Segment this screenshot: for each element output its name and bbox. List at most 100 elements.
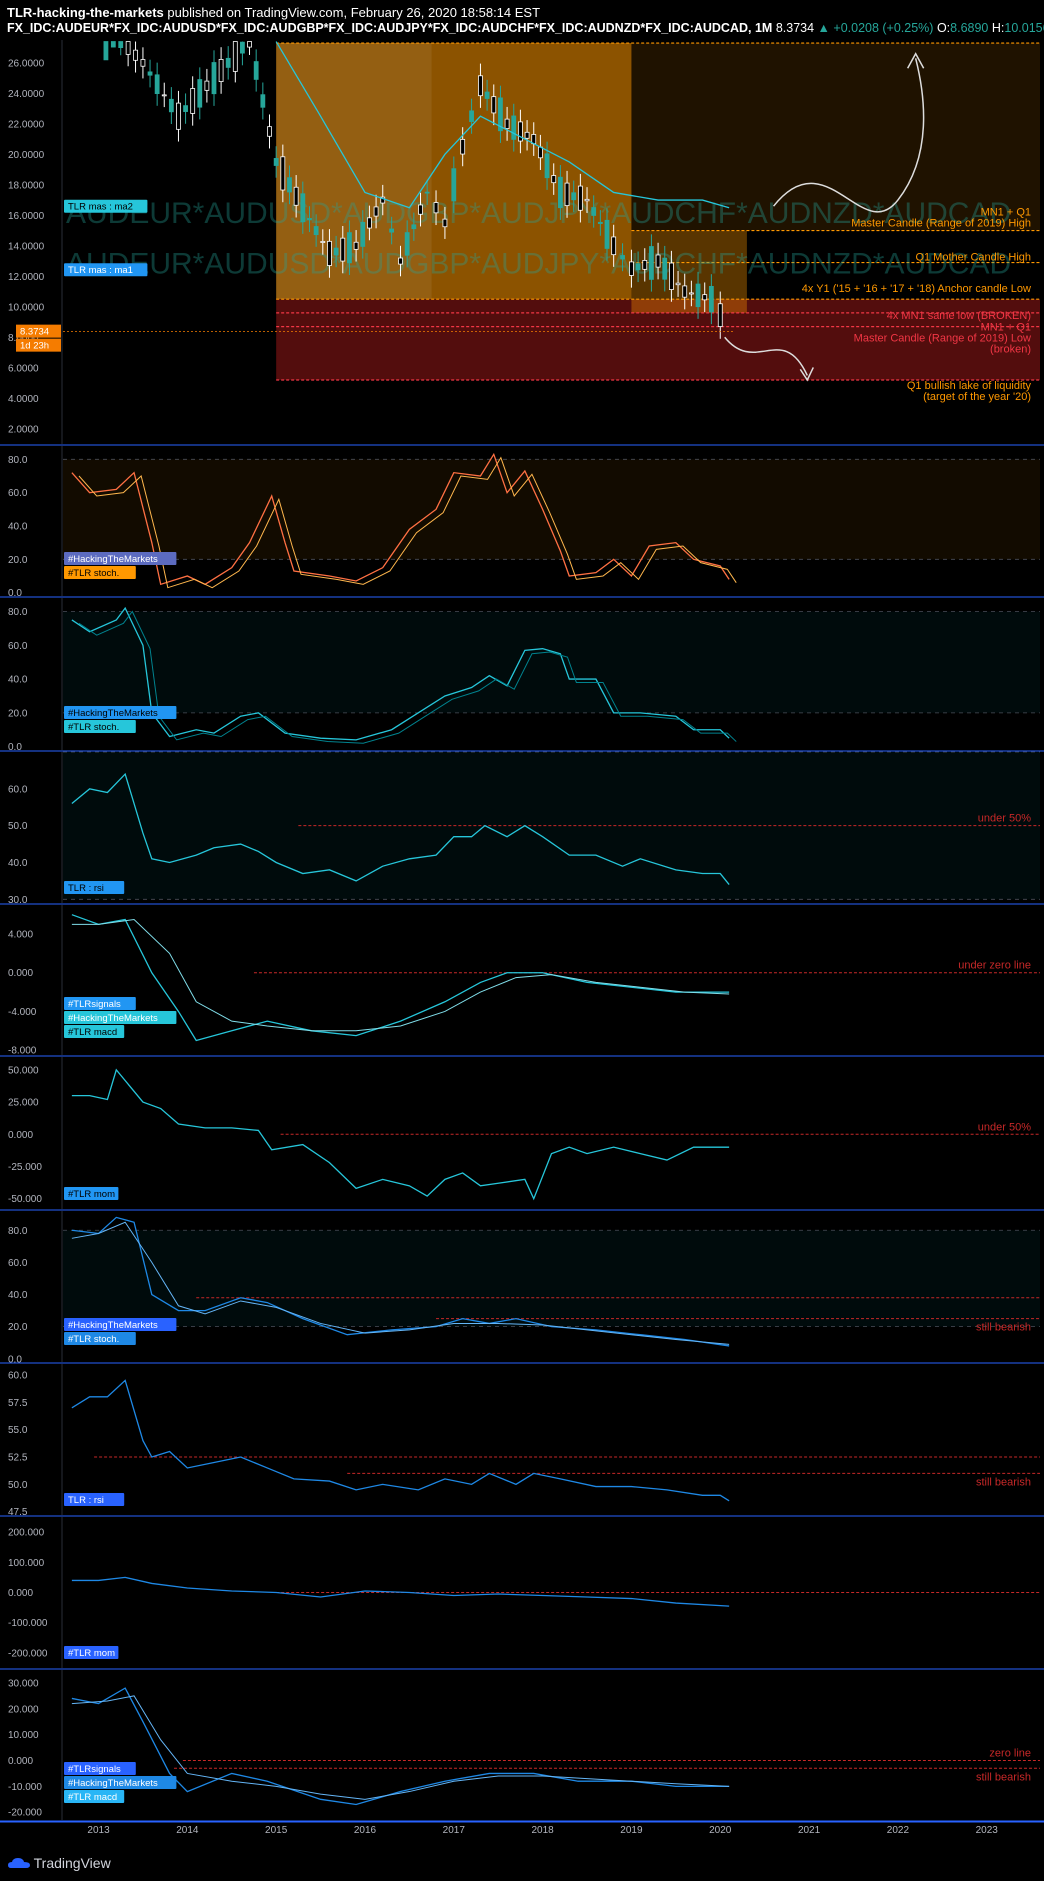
indicator-legend-bg [64, 881, 125, 894]
candle-body [140, 59, 146, 67]
reference-level-label: under 50% [978, 813, 1031, 825]
candle-body [183, 105, 188, 112]
author-name[interactable]: TLR-hacking-the-markets [7, 5, 164, 20]
y-tick-label: 0.000 [8, 968, 33, 979]
indicator-band [63, 611, 1040, 713]
candle-body [669, 262, 674, 290]
indicator-band [63, 459, 1040, 560]
logo-text: TradingView [33, 1855, 111, 1871]
candle-body [702, 294, 708, 301]
last-price: 8.3734 [775, 21, 815, 35]
y-tick-label: 55.0 [8, 1425, 28, 1436]
y-tick-label: -25.000 [8, 1162, 42, 1173]
y-tick-label: 100.000 [8, 1558, 45, 1569]
y-tick-label: -10.000 [8, 1782, 42, 1793]
candle-body [404, 232, 410, 256]
candle-body [688, 292, 694, 295]
candle-body [353, 241, 359, 250]
time-tick-label: 2015 [265, 1825, 288, 1836]
candle-body [649, 246, 654, 280]
candle-body [442, 218, 448, 228]
candle-body [197, 79, 203, 108]
series-line [71, 452, 730, 586]
candle-body [133, 49, 138, 61]
candle-body [491, 96, 497, 114]
candle-body [571, 192, 577, 201]
candle-body [469, 110, 474, 122]
y-tick-label: 4.0000 [8, 394, 39, 405]
publish-info: published on TradingView.com, February 2… [167, 5, 541, 20]
candle-body [103, 41, 109, 61]
y-tick-label: 50.000 [8, 1065, 39, 1076]
y-tick-label: 24.0000 [8, 89, 45, 100]
candle-body [161, 94, 167, 97]
series-line [71, 1695, 730, 1800]
y-tick-label: 40.0 [8, 858, 28, 869]
y-tick-label: 20.0 [8, 708, 28, 719]
candle-body [511, 115, 517, 140]
y-tick-label: 80.0 [8, 1226, 28, 1237]
candle-body [176, 102, 181, 130]
reference-level-label: still bearish [976, 1771, 1031, 1783]
y-tick-label: -4.000 [8, 1007, 37, 1018]
candle-body [635, 263, 641, 271]
candle-body [373, 206, 379, 217]
y-tick-label: 60.0 [8, 488, 28, 499]
candle-body [225, 57, 231, 68]
series-line [71, 1576, 730, 1607]
candle-body [398, 257, 403, 265]
bearish-arrow-path [724, 336, 808, 376]
indicator-legend: #TLR mom [68, 1648, 115, 1659]
y-tick-label: 30.000 [8, 1678, 39, 1689]
indicator-legend: #HackingTheMarkets [68, 1320, 158, 1331]
candle-body [708, 285, 714, 313]
tradingview-logo[interactable]: TradingView [8, 1855, 111, 1871]
candle-body [154, 74, 160, 95]
candle-body [360, 221, 366, 247]
candle-body [577, 185, 583, 211]
indicator-legend-bg [64, 1493, 125, 1506]
candle-body [327, 240, 332, 266]
ma1-legend: TLR mas : ma1 [68, 265, 133, 276]
candle-body [537, 146, 543, 159]
time-tick-label: 2022 [887, 1825, 910, 1836]
y-tick-label: 80.0 [8, 607, 28, 618]
candle-body [110, 41, 116, 48]
candle-body [504, 118, 510, 129]
signal-line [78, 456, 737, 589]
time-tick-label: 2018 [531, 1825, 554, 1836]
candle-body [190, 88, 196, 114]
series-line [71, 1068, 730, 1201]
candle-body [347, 232, 352, 264]
indicator-legend-bg [64, 1187, 119, 1200]
level-annotation: 4x Y1 ('15 + '16 + '17 + '18) Anchor can… [802, 283, 1031, 295]
open-label: O: [936, 21, 951, 35]
y-tick-label: 12.0000 [8, 272, 45, 283]
symbol-name[interactable]: FX_IDC:AUDEUR*FX_IDC:AUDUSD*FX_IDC:AUDGB… [7, 21, 773, 35]
y-tick-label: 18.0000 [8, 180, 45, 191]
candle-body [620, 255, 625, 260]
y-tick-label: -8.000 [8, 1046, 37, 1057]
indicator-legend: #HackingTheMarkets [68, 554, 158, 565]
candle-body [478, 75, 483, 97]
high-value: 10.0156 [1004, 21, 1044, 35]
candle-body [247, 41, 252, 48]
indicator-band [63, 752, 1040, 900]
indicator-legend-bg [64, 1646, 119, 1659]
symbol-watermark: AUDEUR*AUDUSD*AUDGBP*AUDJPY*AUDCHF*AUDNZ… [66, 247, 1011, 280]
indicator-legend-bg [64, 566, 136, 579]
level-annotation: Q1 bullish lake of liquidity [907, 380, 1032, 392]
y-tick-label: 26.0000 [8, 58, 45, 69]
indicator-legend-bg [64, 1762, 136, 1775]
time-tick-label: 2014 [176, 1825, 199, 1836]
candle-body [273, 158, 279, 166]
reference-level-label: under 50% [978, 1121, 1031, 1133]
level-annotation: MN1 + Q1 [981, 322, 1031, 334]
candle-body [211, 62, 217, 95]
candle-body [564, 182, 570, 207]
countdown-badge-bg [16, 338, 61, 352]
candle-body [307, 218, 312, 221]
candle-body [280, 156, 286, 191]
open-value: 8.6890 [950, 21, 989, 35]
